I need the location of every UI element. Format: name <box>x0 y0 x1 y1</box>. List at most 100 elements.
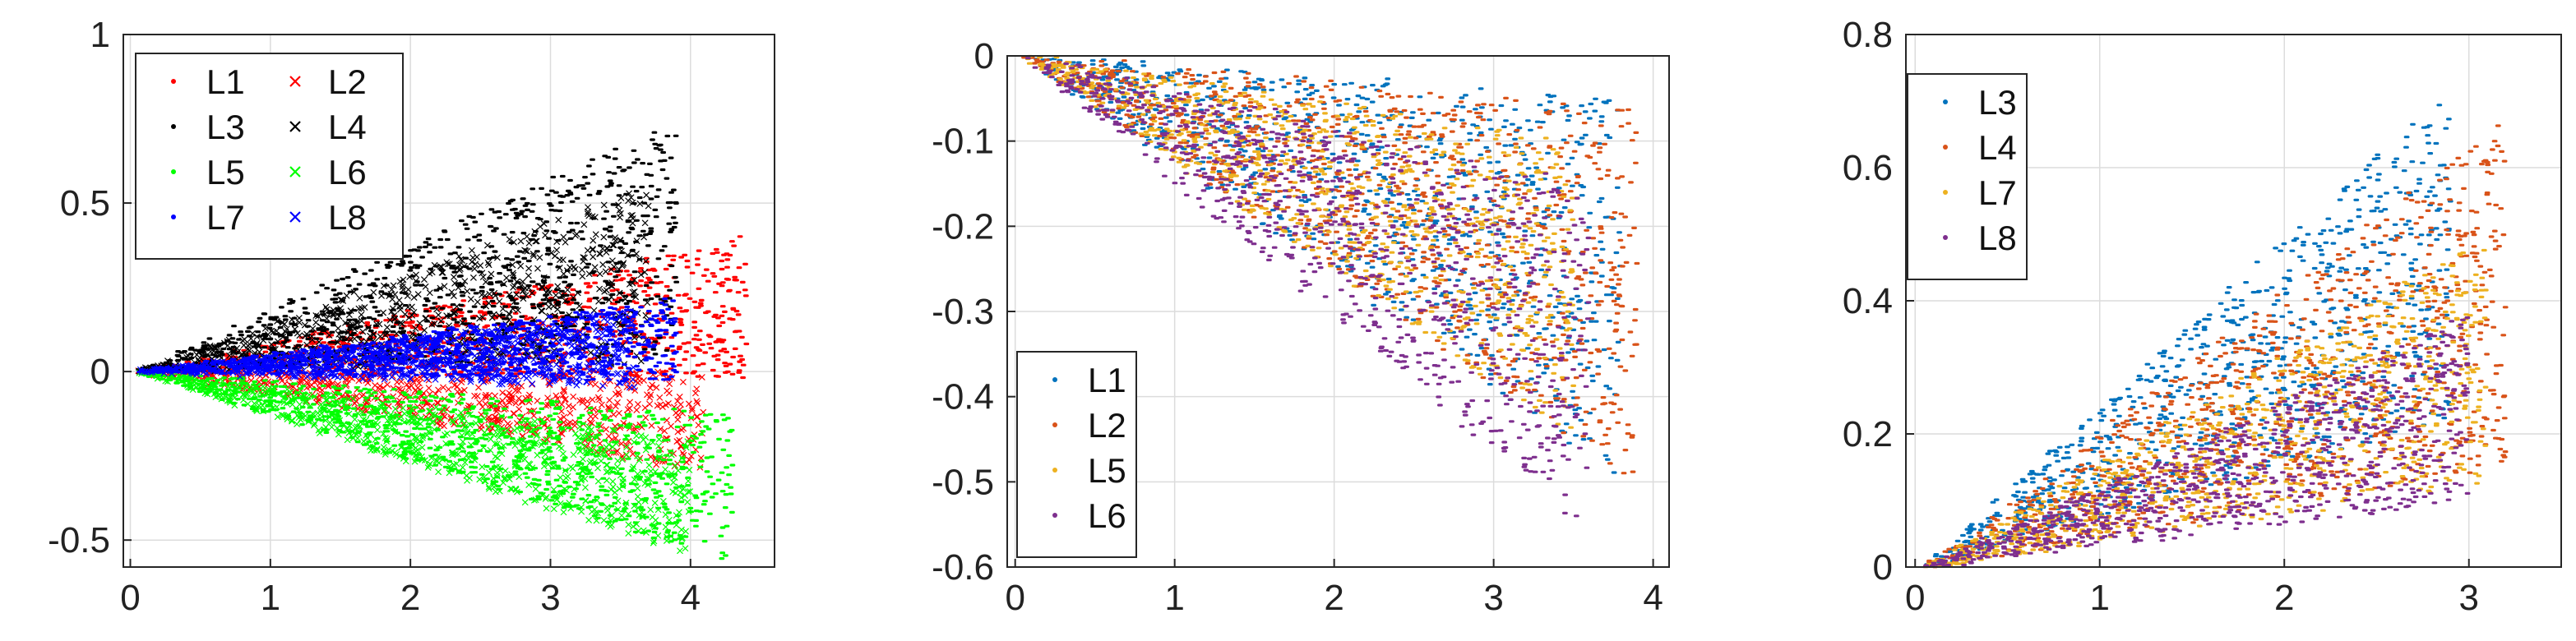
legend-entry-L8: L8 <box>289 198 367 237</box>
legend-marker <box>171 169 176 174</box>
legend-label: L6 <box>328 153 367 191</box>
legend-marker <box>171 124 176 129</box>
legend-entry-L1: L1 <box>1052 361 1126 399</box>
series-L8 <box>1923 316 2471 568</box>
legend-marker <box>171 214 176 219</box>
legend-marker <box>1943 190 1948 195</box>
axes-box <box>123 34 775 568</box>
legend-marker <box>289 166 301 178</box>
y-tick-label: 0.6 <box>1843 148 1893 188</box>
y-tick-label: -0.3 <box>932 292 994 332</box>
y-tick-label: 0 <box>974 36 994 76</box>
legend: L1 L2 L3 L4 L5 L6 L7 L8 <box>135 53 404 260</box>
series-L7 <box>1926 248 2489 568</box>
legend-marker <box>1052 422 1057 427</box>
legend-entry-L5: L5 <box>171 153 245 191</box>
legend-marker <box>289 121 301 132</box>
y-tick-label: 0.5 <box>60 183 110 224</box>
legend: L3 L4 L7 L8 <box>1907 73 2028 280</box>
legend-marker <box>289 76 301 87</box>
legend-marker <box>1052 377 1057 382</box>
legend: L1 L2 L5 L6 <box>1016 351 1137 558</box>
x-tick-label: 3 <box>540 578 560 618</box>
scatter-panel-middle: 0 1 2 3 4 -0.6 -0.5 -0.4 -0.3 -0.2 -0.1 0 L1 L2 L5 L6 <box>932 36 1670 618</box>
legend-label: L1 <box>1088 361 1126 399</box>
legend-entry-L2: L2 <box>1052 406 1126 445</box>
legend-label: L7 <box>1978 173 2017 212</box>
legend-marker <box>1943 99 1948 104</box>
legend-label: L4 <box>328 108 367 146</box>
y-tick-label: -0.5 <box>48 520 110 560</box>
scatter-panel-right: 0 1 2 3 0 0.2 0.4 0.6 0.8 L3 L4 L7 L8 <box>1843 15 2562 618</box>
legend-label: L3 <box>206 108 245 146</box>
y-tick-label: 1 <box>90 15 110 55</box>
legend-label: L8 <box>1978 219 2017 257</box>
axis-ticks: 0 1 2 3 4 -0.6 -0.5 -0.4 -0.3 -0.2 -0.1 0 <box>932 36 1663 618</box>
x-tick-label: 1 <box>2089 578 2109 618</box>
x-tick-label: 3 <box>2459 578 2479 618</box>
series-L8 <box>137 309 637 391</box>
legend-marker <box>1052 513 1057 518</box>
legend-label: L3 <box>1978 83 2017 122</box>
x-tick-label: 0 <box>1005 578 1024 618</box>
y-tick-label: 0.2 <box>1843 414 1893 454</box>
legend-marker <box>1943 145 1948 150</box>
axis-ticks: 0 1 2 3 4-0.500.51 <box>48 15 701 618</box>
legend-entry-L1: L1 <box>171 62 245 101</box>
legend-box <box>1016 351 1137 558</box>
legend-box <box>135 53 404 260</box>
data-points <box>1021 54 1640 518</box>
legend-entry-L2: L2 <box>289 62 367 101</box>
x-tick-label: 2 <box>2274 578 2294 618</box>
legend-marker <box>1052 468 1057 473</box>
legend-label: L4 <box>1978 128 2017 167</box>
series-points <box>136 368 693 554</box>
legend-label: L1 <box>206 62 245 101</box>
data-points <box>135 131 750 560</box>
y-tick-label: -0.5 <box>932 462 994 502</box>
y-tick-label: -0.4 <box>932 377 994 417</box>
y-tick-label: 0.8 <box>1843 15 1893 55</box>
x-tick-label: 1 <box>1164 578 1184 618</box>
x-tick-label: 0 <box>120 578 140 618</box>
data-points <box>1922 104 2509 569</box>
legend-label: L2 <box>328 62 367 101</box>
series-L6 <box>136 368 693 554</box>
legend-entry-L8: L8 <box>1943 219 2017 257</box>
series-points <box>1923 316 2471 568</box>
legend-marker <box>289 211 301 223</box>
legend-label: L6 <box>1088 496 1126 535</box>
x-tick-label: 2 <box>1324 578 1343 618</box>
legend-label: L5 <box>206 153 245 191</box>
legend-label: L5 <box>1088 451 1126 490</box>
y-tick-label: -0.2 <box>932 206 994 247</box>
y-tick-label: -0.1 <box>932 122 994 162</box>
legend-box <box>1907 73 2028 280</box>
legend-label: L2 <box>1088 406 1126 445</box>
legend-entry-L4: L4 <box>1943 128 2017 167</box>
legend-marker <box>1943 235 1948 240</box>
y-tick-label: 0 <box>1873 547 1893 588</box>
legend-label: L8 <box>328 198 367 237</box>
legend-entry-L6: L6 <box>1052 496 1126 535</box>
x-tick-label: 1 <box>261 578 280 618</box>
series-points <box>1926 248 2489 568</box>
series-points <box>1021 56 1640 475</box>
series-L6 <box>1025 57 1592 518</box>
y-tick-label: -0.6 <box>932 547 994 588</box>
x-tick-label: 2 <box>400 578 420 618</box>
legend-label: L7 <box>206 198 245 237</box>
legend-entry-L7: L7 <box>171 198 245 237</box>
legend-entry-L3: L3 <box>171 108 245 146</box>
series-points <box>1025 57 1592 518</box>
legend-marker <box>171 79 176 84</box>
x-tick-label: 3 <box>1483 578 1503 618</box>
legend-entry-L5: L5 <box>1052 451 1126 490</box>
y-tick-label: 0.4 <box>1843 281 1893 321</box>
x-tick-label: 4 <box>1643 578 1663 618</box>
series-L2 <box>1021 56 1640 475</box>
series-points <box>137 309 637 391</box>
legend-entry-L4: L4 <box>289 108 367 146</box>
